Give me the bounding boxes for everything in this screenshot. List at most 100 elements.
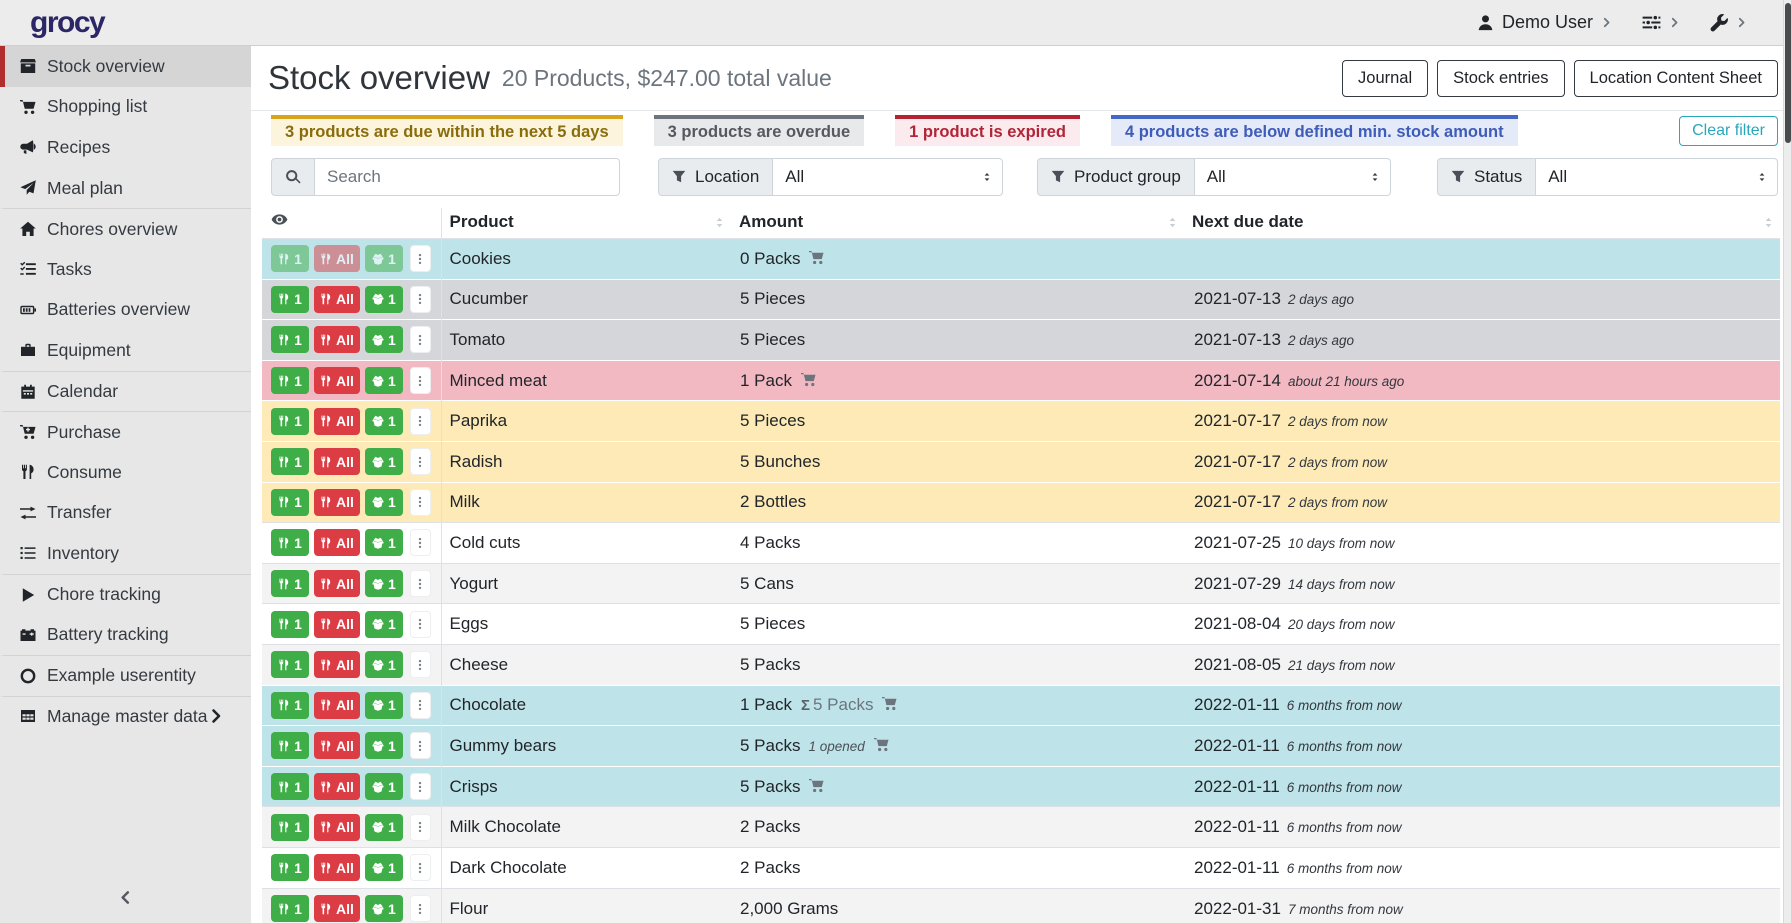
consume-one-button[interactable]: 1: [271, 367, 309, 395]
location-content-sheet-button[interactable]: Location Content Sheet: [1573, 59, 1778, 97]
product-name[interactable]: Dark Chocolate: [441, 846, 731, 888]
open-one-button[interactable]: 1: [364, 895, 403, 923]
row-menu-button[interactable]: [409, 529, 431, 557]
user-menu[interactable]: Demo User: [1477, 12, 1612, 33]
row-menu-button[interactable]: [409, 488, 431, 516]
product-name[interactable]: Cheese: [441, 643, 731, 686]
sidebar-item-transfer[interactable]: Transfer: [0, 493, 251, 534]
sidebar-item-chore-tracking[interactable]: Chore tracking: [0, 573, 251, 615]
row-menu-button[interactable]: [409, 773, 431, 801]
product-name[interactable]: Cold cuts: [441, 522, 731, 564]
consume-one-button[interactable]: 1: [271, 895, 309, 923]
open-one-button[interactable]: 1: [364, 732, 403, 760]
sidebar-item-battery-tracking[interactable]: Battery tracking: [0, 614, 251, 655]
sidebar-item-equipment[interactable]: Equipment: [0, 330, 251, 371]
row-menu-button[interactable]: [409, 691, 431, 719]
open-one-button[interactable]: 1: [364, 326, 403, 354]
row-menu-button[interactable]: [409, 285, 431, 313]
settings-menu[interactable]: [1642, 13, 1680, 32]
location-select[interactable]: All: [773, 158, 1003, 196]
product-name[interactable]: Milk: [441, 481, 731, 523]
consume-all-button[interactable]: All: [314, 773, 360, 801]
open-one-button[interactable]: 1: [364, 854, 403, 882]
consume-one-button[interactable]: 1: [271, 651, 309, 679]
row-menu-button[interactable]: [409, 407, 431, 435]
consume-one-button[interactable]: 1: [271, 691, 309, 719]
open-one-button[interactable]: 1: [364, 691, 403, 719]
consume-one-button[interactable]: 1: [271, 732, 309, 760]
sidebar-item-calendar[interactable]: Calendar: [0, 370, 251, 412]
status-filter-danger[interactable]: 1 product is expired: [895, 115, 1080, 146]
consume-all-button[interactable]: All: [314, 570, 360, 598]
consume-one-button[interactable]: 1: [271, 854, 309, 882]
sidebar-item-tasks[interactable]: Tasks: [0, 249, 251, 290]
product-name[interactable]: Cookies: [441, 238, 731, 280]
consume-all-button[interactable]: All: [314, 367, 360, 395]
row-menu-button[interactable]: [409, 570, 431, 598]
product-name[interactable]: Eggs: [441, 603, 731, 645]
consume-one-button[interactable]: 1: [271, 813, 309, 841]
product-name[interactable]: Yogurt: [441, 562, 731, 604]
grocy-logo[interactable]: grocy: [30, 5, 106, 39]
consume-one-button[interactable]: 1: [271, 529, 309, 557]
open-one-button[interactable]: 1: [364, 651, 403, 679]
clear-filter-button[interactable]: Clear filter: [1679, 116, 1778, 146]
product-name[interactable]: Paprika: [441, 400, 731, 442]
vertical-scrollbar[interactable]: [1783, 0, 1791, 923]
status-select[interactable]: All: [1536, 158, 1778, 196]
sidebar-item-meal-plan[interactable]: Meal plan: [0, 168, 251, 209]
sidebar-item-manage-master-data[interactable]: Manage master data: [0, 695, 251, 737]
consume-one-button[interactable]: 1: [271, 245, 309, 273]
row-menu-button[interactable]: [409, 245, 431, 273]
column-next-due-date[interactable]: Next due date: [1184, 208, 1780, 239]
sidebar-item-stock-overview[interactable]: Stock overview: [0, 46, 251, 87]
consume-one-button[interactable]: 1: [271, 610, 309, 638]
row-menu-button[interactable]: [409, 813, 431, 841]
product-name[interactable]: Gummy bears: [441, 725, 731, 767]
consume-all-button[interactable]: All: [314, 610, 360, 638]
consume-all-button[interactable]: All: [314, 732, 360, 760]
sidebar-item-inventory[interactable]: Inventory: [0, 533, 251, 574]
open-one-button[interactable]: 1: [364, 448, 403, 476]
sidebar-item-shopping-list[interactable]: Shopping list: [0, 87, 251, 128]
column-amount[interactable]: Amount: [731, 208, 1184, 239]
search-input[interactable]: [327, 167, 607, 187]
product-name[interactable]: Flour: [441, 887, 731, 923]
row-menu-button[interactable]: [409, 326, 431, 354]
open-one-button[interactable]: 1: [364, 407, 403, 435]
product-name[interactable]: Crisps: [441, 765, 731, 807]
sidebar-item-example-userentity[interactable]: Example userentity: [0, 654, 251, 696]
sidebar-item-batteries-overview[interactable]: Batteries overview: [0, 290, 251, 331]
consume-one-button[interactable]: 1: [271, 285, 309, 313]
consume-all-button[interactable]: All: [314, 854, 360, 882]
status-filter-secondary[interactable]: 3 products are overdue: [653, 115, 865, 146]
open-one-button[interactable]: 1: [364, 245, 403, 273]
product-name[interactable]: Tomato: [441, 319, 731, 361]
row-menu-button[interactable]: [409, 895, 431, 923]
row-menu-button[interactable]: [409, 367, 431, 395]
open-one-button[interactable]: 1: [364, 813, 403, 841]
row-menu-button[interactable]: [409, 610, 431, 638]
open-one-button[interactable]: 1: [364, 367, 403, 395]
row-menu-button[interactable]: [409, 448, 431, 476]
consume-one-button[interactable]: 1: [271, 773, 309, 801]
consume-one-button[interactable]: 1: [271, 326, 309, 354]
row-menu-button[interactable]: [409, 732, 431, 760]
admin-menu[interactable]: [1710, 13, 1747, 32]
consume-one-button[interactable]: 1: [271, 570, 309, 598]
scrollbar-thumb[interactable]: [1785, 3, 1791, 143]
product-name[interactable]: Radish: [441, 440, 731, 483]
consume-all-button[interactable]: All: [314, 326, 360, 354]
open-one-button[interactable]: 1: [364, 570, 403, 598]
sidebar-item-recipes[interactable]: Recipes: [0, 127, 251, 168]
consume-all-button[interactable]: All: [314, 529, 360, 557]
sidebar-item-chores-overview[interactable]: Chores overview: [0, 208, 251, 249]
status-filter-warning[interactable]: 3 products are due within the next 5 day…: [271, 115, 623, 146]
column-eye[interactable]: [262, 208, 442, 239]
open-one-button[interactable]: 1: [364, 529, 403, 557]
consume-one-button[interactable]: 1: [271, 488, 309, 516]
consume-all-button[interactable]: All: [314, 651, 360, 679]
consume-all-button[interactable]: All: [314, 813, 360, 841]
status-filter-info[interactable]: 4 products are below defined min. stock …: [1110, 115, 1518, 146]
sidebar-item-consume[interactable]: Consume: [0, 452, 251, 493]
